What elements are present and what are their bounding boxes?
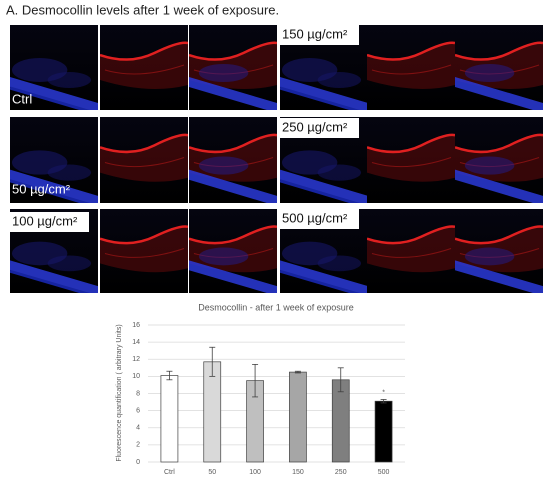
bar <box>289 371 307 463</box>
bar-chart: Desmocollin - after 1 week of exposure F… <box>116 302 405 476</box>
x-tick-label: 250 <box>335 469 347 476</box>
micrograph <box>367 117 455 203</box>
y-tick-label: 12 <box>132 356 140 363</box>
y-tick-label: 8 <box>136 390 140 397</box>
micrograph <box>455 209 543 296</box>
micrograph <box>367 209 455 293</box>
panel-label: 150 µg/cm² <box>282 26 348 41</box>
x-tick-label: 100 <box>249 469 261 476</box>
micrograph <box>189 25 277 113</box>
panel-labels: Ctrl 150 µg/cm² 50 µg/cm² 250 µg/cm² 100 µg/… <box>9 25 359 232</box>
y-tick-label: 10 <box>132 373 140 380</box>
label-box <box>279 209 359 229</box>
error-bar <box>252 363 259 398</box>
micrograph <box>189 209 277 296</box>
x-tick-label: Ctrl <box>164 469 175 476</box>
micrograph <box>100 25 188 110</box>
error-bar <box>166 370 173 381</box>
bar <box>374 400 393 463</box>
label-box <box>279 118 359 138</box>
y-axis-label: Fluorescence quantification ( arbitrary … <box>116 324 123 461</box>
y-tick-label: 16 <box>132 322 140 329</box>
micrograph <box>455 25 543 113</box>
micrograph <box>367 25 455 110</box>
y-tick-label: 4 <box>136 425 140 432</box>
micrograph <box>189 117 277 206</box>
micrograph <box>100 117 188 203</box>
bar <box>203 361 222 463</box>
label-box <box>279 25 359 45</box>
chart-title: Desmocollin - after 1 week of exposure <box>198 302 354 312</box>
panel-label: 250 µg/cm² <box>282 119 348 134</box>
panel-label: 100 µg/cm² <box>12 213 78 228</box>
y-tick-label: 0 <box>136 459 140 466</box>
y-tick-label: 14 <box>132 339 140 346</box>
error-bar <box>209 346 216 377</box>
label-box <box>9 212 89 232</box>
x-tick-label: 150 <box>292 469 304 476</box>
figure-title: A. Desmocollin levels after 1 week of ex… <box>6 2 279 17</box>
panel-label: 50 µg/cm² <box>12 181 71 196</box>
error-bar <box>294 370 301 374</box>
y-tick-label: 6 <box>136 407 140 414</box>
y-tick-label: 2 <box>136 442 140 449</box>
error-bar <box>337 367 344 393</box>
panel-label: Ctrl <box>12 91 32 106</box>
micrograph <box>455 117 543 206</box>
bar <box>160 375 179 463</box>
x-tick-label: 500 <box>378 469 390 476</box>
panel-label: 500 µg/cm² <box>282 210 348 225</box>
micrograph <box>100 209 188 293</box>
error-bar <box>380 399 387 404</box>
x-tick-label: 50 <box>208 469 216 476</box>
annotation: * <box>382 389 385 396</box>
micrographs <box>10 25 543 296</box>
